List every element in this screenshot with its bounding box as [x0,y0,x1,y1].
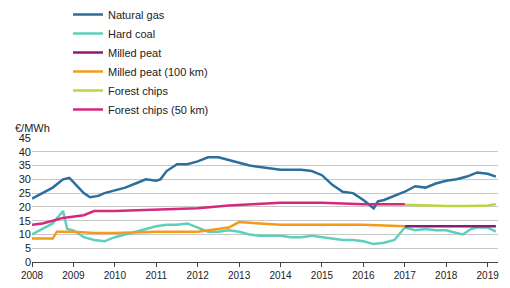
svg-text:€/MWh: €/MWh [15,122,50,134]
svg-text:2012: 2012 [187,270,210,281]
svg-text:Milled peat: Milled peat [108,47,161,59]
svg-text:2016: 2016 [352,270,375,281]
svg-text:Hard coal: Hard coal [108,28,155,40]
svg-text:2014: 2014 [269,270,292,281]
svg-text:Milled peat (100 km): Milled peat (100 km) [108,66,208,78]
svg-text:45: 45 [19,132,31,144]
svg-text:2011: 2011 [146,270,168,281]
svg-text:40: 40 [19,146,31,158]
svg-text:Forest chips (50 km): Forest chips (50 km) [108,104,208,116]
svg-text:Natural gas: Natural gas [108,9,165,21]
svg-text:2017: 2017 [394,270,417,281]
svg-text:2010: 2010 [104,270,127,281]
svg-text:20: 20 [19,201,31,213]
svg-text:15: 15 [19,215,31,227]
svg-text:2018: 2018 [435,270,458,281]
svg-text:0: 0 [25,256,31,268]
svg-text:Forest chips: Forest chips [108,85,168,97]
svg-text:2019: 2019 [477,270,500,281]
svg-text:2008: 2008 [21,270,44,281]
svg-text:10: 10 [19,228,31,240]
svg-text:2015: 2015 [311,270,334,281]
svg-text:35: 35 [19,159,31,171]
svg-text:25: 25 [19,187,31,199]
svg-text:30: 30 [19,173,31,185]
svg-text:5: 5 [25,242,31,254]
svg-text:2009: 2009 [62,270,85,281]
svg-text:2013: 2013 [228,270,251,281]
